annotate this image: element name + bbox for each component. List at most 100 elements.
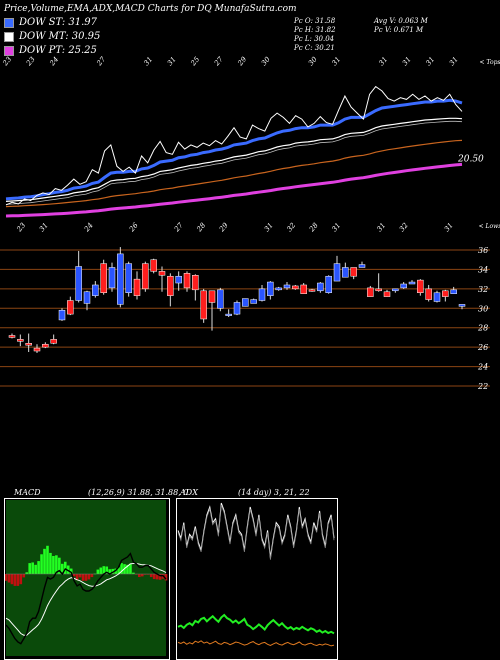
top-date-label: 24 xyxy=(48,55,61,68)
macd-params: (12,26,9) 31.88, 31.88, 0 xyxy=(88,488,189,497)
macd-histogram-bar xyxy=(13,574,17,586)
macd-histogram-bar xyxy=(84,574,88,581)
macd-histogram-bar xyxy=(22,574,26,578)
bullish-candle xyxy=(58,309,66,321)
stat-prev-low: Pc L: 30.04 xyxy=(294,35,335,43)
stat-prev-high: Pc H: 31.82 xyxy=(294,26,336,34)
adx-panel xyxy=(176,498,338,660)
adx-line-shadow xyxy=(177,504,335,560)
bearish-candle xyxy=(133,278,141,296)
macd-histogram-bar xyxy=(37,561,40,574)
bullish-candle xyxy=(458,304,466,307)
legend-item-dow-pt: DOW PT: 25.25 xyxy=(4,45,97,56)
bearish-candle xyxy=(142,263,149,290)
bearish-candle xyxy=(17,339,24,342)
top-date-label: 31 xyxy=(424,55,436,67)
bullish-candle xyxy=(250,299,257,304)
bearish-candle xyxy=(350,267,357,277)
top-date-label: 27 xyxy=(95,55,108,68)
bearish-candle xyxy=(200,290,207,320)
macd-histogram-bar xyxy=(49,552,52,574)
legend-swatch xyxy=(4,45,14,56)
macd-histogram-bar xyxy=(117,567,120,574)
bearish-candle xyxy=(183,273,191,289)
ema-long-line xyxy=(5,139,463,208)
macd-histogram-bar xyxy=(164,574,168,581)
bearish-candle xyxy=(375,288,382,292)
ema-pt-line xyxy=(5,162,463,218)
top-date-label: 23 xyxy=(1,55,14,68)
page-title: Price,Volume,EMA,ADX,MACD Charts for DQ … xyxy=(4,4,297,14)
macd-histogram-bar xyxy=(52,555,55,574)
macd-histogram-bar xyxy=(102,566,106,574)
price-tick-label: 30 xyxy=(478,304,488,313)
bearish-candle xyxy=(50,339,57,344)
bottom-date-label: 24 xyxy=(82,221,95,234)
bullish-candle xyxy=(117,253,124,305)
adx-plus-di-line xyxy=(177,613,335,635)
macd-histogram-bar xyxy=(152,574,156,580)
macd-histogram-bar xyxy=(16,574,20,586)
price-tick-label: 26 xyxy=(477,343,488,352)
price-tick-label: 22 xyxy=(477,382,488,391)
macd-histogram-bar xyxy=(146,574,150,575)
bottom-date-label: 29 xyxy=(217,221,230,234)
bottom-date-label: 31 xyxy=(330,221,342,233)
bullish-candle xyxy=(450,289,457,294)
bottom-date-label: 31 xyxy=(443,221,455,233)
macd-panel xyxy=(4,498,170,660)
macd-histogram-bar xyxy=(10,574,14,585)
macd-histogram-bar xyxy=(69,568,73,574)
bottom-date-label: 28 xyxy=(307,221,320,234)
bearish-candle xyxy=(367,287,374,297)
adx-label: ADX xyxy=(180,488,198,497)
bearish-candle xyxy=(292,285,299,290)
macd-histogram-bar xyxy=(63,561,67,574)
bearish-candle xyxy=(442,290,449,297)
price-tick-label: 32 xyxy=(478,285,488,294)
price-tick-label: 28 xyxy=(477,324,488,333)
macd-histogram-bar xyxy=(31,562,34,574)
adx-params: (14 day) 3, 21, 22 xyxy=(238,488,310,497)
top-date-label: 25 xyxy=(189,55,202,68)
macd-label: MACD xyxy=(14,488,41,497)
bearish-candle xyxy=(383,291,391,297)
macd-histogram-bar xyxy=(19,574,23,585)
macd-histogram-bar xyxy=(99,567,103,574)
macd-histogram-bar xyxy=(143,574,147,575)
ema-mt-line xyxy=(5,117,463,202)
stat-prev-volume: Pc V: 0.671 M xyxy=(374,26,424,34)
bullish-candle xyxy=(175,275,182,284)
bearish-candle xyxy=(300,284,307,294)
top-date-label: 31 xyxy=(377,55,389,67)
bearish-candle xyxy=(67,300,74,315)
macd-histogram-bar xyxy=(132,572,135,574)
tops-corner-label: < Tops xyxy=(479,59,500,66)
macd-histogram-bar xyxy=(72,574,76,577)
bullish-candle xyxy=(267,281,274,296)
bearish-candle xyxy=(308,289,316,292)
macd-histogram-bar xyxy=(81,574,85,581)
lows-corner-label: < Lows xyxy=(479,223,500,230)
macd-line xyxy=(5,552,167,645)
top-date-label: 23 xyxy=(24,55,37,68)
macd-histogram-bar xyxy=(149,574,153,578)
bullish-candle xyxy=(408,281,416,285)
macd-signal-line xyxy=(5,563,167,636)
legend-swatch xyxy=(4,17,14,28)
top-date-label: 31 xyxy=(448,55,460,67)
legend-label: DOW MT: 30.95 xyxy=(19,31,101,42)
bearish-candle xyxy=(150,259,157,272)
bearish-candle xyxy=(417,279,424,293)
top-date-label: 31 xyxy=(166,55,178,67)
macd-histogram-bar xyxy=(140,574,144,577)
macd-histogram-bar xyxy=(126,564,129,574)
macd-histogram-bar xyxy=(46,545,49,574)
macd-histogram-bar xyxy=(7,574,11,583)
macd-histogram-bar xyxy=(66,565,70,574)
macd-histogram-bar xyxy=(40,554,43,574)
bullish-candle xyxy=(400,283,407,289)
bottom-date-label: 32 xyxy=(285,221,297,233)
price-tick-label: 34 xyxy=(478,265,488,274)
